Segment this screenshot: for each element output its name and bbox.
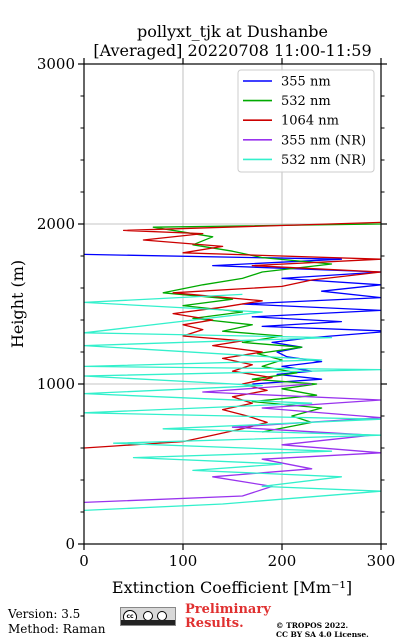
chart-title-line1: pollyxt_tjk at Dushanbe (136, 22, 329, 41)
chart-title-line2: [Averaged] 20220708 11:00-11:59 (93, 41, 372, 60)
version-text: Version: 3.5 (8, 607, 81, 621)
series-line-4 (84, 383, 381, 504)
preliminary-notice: Preliminary Results. (185, 603, 271, 631)
x-tick-label: 0 (79, 552, 89, 570)
y-tick-label: 1000 (37, 375, 75, 393)
series-layer (84, 221, 381, 512)
series-line-2 (152, 223, 381, 433)
legend-label: 355 nm (NR) (281, 133, 366, 148)
copyright-notice: © TROPOS 2022. CC BY SA 4.0 License. (276, 621, 369, 639)
plot-frame (83, 63, 382, 545)
y-axis-label: Height (m) (8, 260, 27, 348)
cc-license-badge: cc (120, 607, 176, 626)
copyright-line2: CC BY SA 4.0 License. (276, 630, 369, 639)
legend: 355 nm 532 nm 1064 nm 355 nm (NR) 532 nm (NR… (237, 69, 375, 173)
y-tick-label: 3000 (37, 55, 75, 73)
series-line-5 (84, 293, 381, 512)
legend-label: 532 nm (281, 94, 331, 109)
method-text: Method: Raman (8, 622, 106, 636)
y-tick-label: 0 (65, 535, 75, 553)
legend-label: 355 nm (281, 75, 331, 90)
copyright-line1: © TROPOS 2022. (276, 621, 349, 630)
cc-strip (121, 620, 175, 625)
x-tick-label: 300 (367, 552, 396, 570)
preliminary-line2: Results. (185, 616, 244, 631)
x-tick-label: 200 (268, 552, 297, 570)
x-axis-label: Extinction Coefficient [Mm⁻¹] (112, 578, 352, 597)
legend-label: 1064 nm (281, 114, 339, 129)
x-tick-label: 100 (169, 552, 198, 570)
preliminary-line1: Preliminary (185, 602, 271, 617)
y-tick-label: 2000 (37, 215, 75, 233)
legend-box (237, 69, 375, 173)
legend-label: 532 nm (NR) (281, 153, 366, 168)
series-line-3 (84, 221, 381, 449)
series-line-1 (84, 253, 381, 385)
